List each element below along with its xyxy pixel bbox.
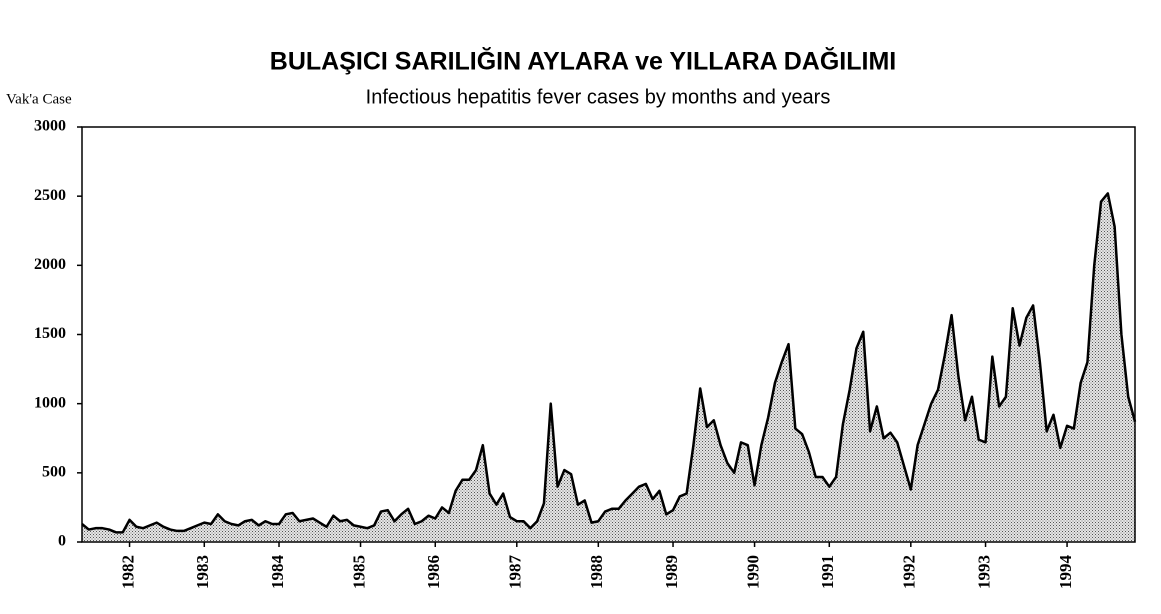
- x-tick-label: 1993: [974, 555, 993, 589]
- x-tick-label: 1988: [587, 555, 606, 589]
- y-tick-label: 2000: [34, 256, 66, 273]
- y-tick-label: 0: [58, 533, 66, 550]
- y-tick-label: 3000: [34, 118, 66, 135]
- x-tick-label: 1987: [506, 555, 525, 590]
- y-tick-label: 1500: [34, 325, 66, 342]
- x-tick-label: 1989: [662, 555, 681, 589]
- x-tick-label: 1992: [900, 555, 919, 589]
- x-tick-label: 1994: [1056, 555, 1075, 590]
- y-axis-label: Vak'a Case: [6, 91, 72, 107]
- x-tick-label: 1991: [818, 555, 837, 589]
- y-tick-label: 2500: [34, 187, 66, 204]
- chart-title: BULAŞICI SARILIĞIN AYLARA ve YILLARA DAĞ…: [270, 47, 896, 76]
- plot-frame: [81, 126, 1136, 543]
- x-tick-label: 1986: [424, 555, 443, 589]
- area: [82, 193, 1135, 542]
- x-tick-label: 1984: [268, 555, 287, 590]
- chart-subtitle: Infectious hepatitis fever cases by mont…: [366, 86, 831, 108]
- x-tick-label: 1982: [118, 555, 137, 589]
- y-tick-label: 1000: [34, 394, 66, 411]
- x-tick-label: 1983: [193, 555, 212, 589]
- x-tick-label: 1990: [743, 555, 762, 589]
- x-tick-label: 1985: [349, 555, 368, 589]
- line: [81, 192, 1137, 534]
- y-tick-label: 500: [42, 464, 66, 481]
